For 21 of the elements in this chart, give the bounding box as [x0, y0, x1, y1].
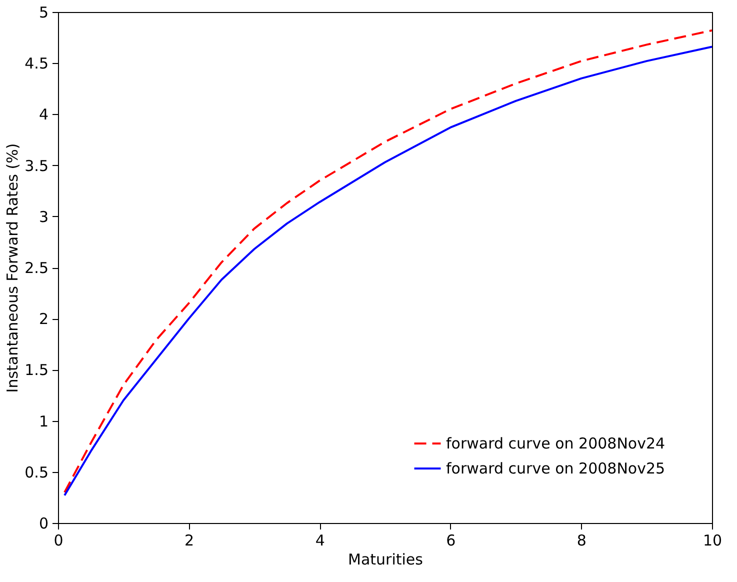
y-tick-label: 2	[38, 310, 48, 328]
y-axis-title: Instantaneous Forward Rates (%)	[4, 143, 22, 393]
x-tick-label: 4	[315, 532, 325, 550]
x-tick-label: 2	[184, 532, 194, 550]
y-tick-label: 1	[38, 412, 48, 430]
legend-label: forward curve on 2008Nov24	[446, 434, 666, 452]
y-tick-label: 2.5	[24, 259, 48, 277]
x-tick-label: 8	[576, 532, 586, 550]
y-tick-label: 4.5	[24, 54, 48, 73]
x-tick-label: 10	[702, 532, 722, 550]
legend-label: forward curve on 2008Nov25	[446, 460, 666, 478]
x-tick-label: 0	[54, 532, 64, 550]
y-tick-label: 0	[38, 514, 48, 532]
y-tick-label: 0.5	[24, 463, 48, 482]
x-axis-title: Maturities	[348, 550, 424, 568]
y-tick-label: 4	[38, 106, 48, 124]
y-tick-label: 3	[38, 208, 48, 226]
y-tick-label: 3.5	[24, 156, 48, 175]
y-tick-label: 5	[38, 4, 48, 22]
x-tick-label: 6	[446, 532, 456, 550]
y-tick-label: 1.5	[24, 361, 48, 380]
